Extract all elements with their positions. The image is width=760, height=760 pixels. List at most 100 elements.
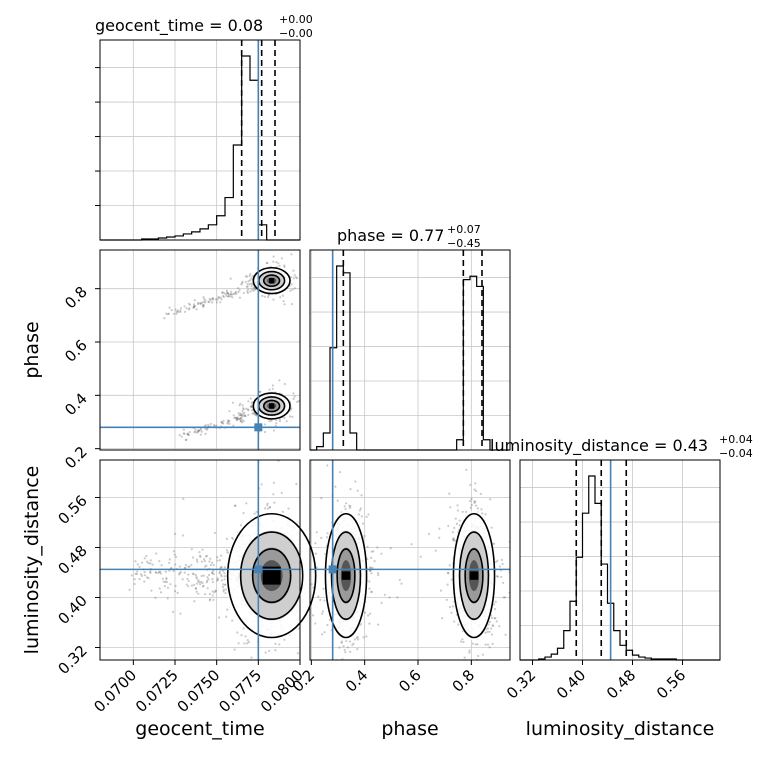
scatter-point xyxy=(489,498,492,501)
contour-geocent_time-luminosity_distance xyxy=(239,531,304,621)
scatter-point xyxy=(445,598,448,601)
scatter-point xyxy=(216,578,219,581)
scatter-point xyxy=(211,301,214,304)
scatter-point xyxy=(241,409,244,413)
scatter-point xyxy=(246,275,249,278)
scatter-point xyxy=(243,415,247,418)
scatter-point xyxy=(441,617,444,620)
ylabel-luminosity-distance: luminosity_distance xyxy=(21,466,43,655)
scatter-point xyxy=(220,575,223,578)
scatter-point xyxy=(223,575,226,578)
scatter-point xyxy=(296,400,299,403)
scatter-point xyxy=(312,586,315,589)
scatter-point xyxy=(237,291,240,294)
scatter-point xyxy=(133,582,136,586)
scatter-point xyxy=(278,264,281,267)
scatter-point xyxy=(226,422,229,425)
scatter-point xyxy=(400,582,403,585)
scatter-point xyxy=(197,579,200,582)
scatter-point xyxy=(503,596,506,599)
scatter-point xyxy=(186,577,189,580)
scatter-point xyxy=(368,622,371,625)
scatter-point xyxy=(221,290,224,294)
scatter-point xyxy=(187,433,190,436)
scatter-point xyxy=(461,638,464,641)
scatter-point xyxy=(211,297,214,300)
scatter-point xyxy=(178,434,181,437)
scatter-point xyxy=(278,419,282,423)
scatter-point xyxy=(370,590,374,593)
scatter-point xyxy=(184,564,188,567)
scatter-point xyxy=(419,555,422,558)
xlabel-phase: phase xyxy=(381,718,438,740)
contour-phase-luminosity_distance xyxy=(458,531,490,621)
scatter-point xyxy=(266,261,269,264)
scatter-point xyxy=(290,407,293,410)
scatter-point xyxy=(163,316,166,320)
scatter-point xyxy=(320,497,323,500)
scatter-point xyxy=(203,301,207,304)
scatter-point xyxy=(263,430,267,434)
scatter-point xyxy=(245,285,248,288)
scatter-point xyxy=(250,656,253,659)
scatter-point xyxy=(479,492,482,496)
scatter-point xyxy=(447,572,450,575)
density-phase-luminosity_distance xyxy=(324,510,496,641)
scatter-point xyxy=(465,468,468,471)
scatter-point xyxy=(461,510,464,513)
scatter-point xyxy=(212,572,215,576)
scatter-point xyxy=(166,313,170,316)
scatter-point xyxy=(243,414,246,417)
scatter-point xyxy=(172,569,175,573)
scatter-point xyxy=(265,262,269,265)
scatter-point xyxy=(495,620,498,623)
scatter-point xyxy=(451,530,455,534)
scatter-point xyxy=(231,619,234,622)
scatter-point xyxy=(344,502,348,505)
scatter-point xyxy=(494,617,497,620)
scatter-point xyxy=(224,293,227,296)
contour-geocent_time-phase xyxy=(262,274,281,288)
scatter-point xyxy=(246,282,249,286)
scatter-point xyxy=(216,559,219,562)
scatter-point xyxy=(278,379,281,382)
scatter-point xyxy=(490,627,493,630)
scatter-point xyxy=(455,522,459,525)
scatter-point xyxy=(197,301,200,305)
scatter-point xyxy=(176,591,179,594)
scatter-point xyxy=(216,298,219,301)
scatter-point xyxy=(468,649,471,652)
scatter-point xyxy=(183,305,186,308)
scatter-point xyxy=(237,287,240,290)
scatter-point xyxy=(249,290,252,293)
scatter-point xyxy=(204,427,207,431)
scatter-point xyxy=(208,297,211,301)
scatter-point xyxy=(389,547,392,550)
scatter-point xyxy=(208,560,211,563)
scatter-point xyxy=(343,505,346,508)
scatter-point xyxy=(222,295,225,299)
scatter-point xyxy=(220,573,223,577)
scatter-point xyxy=(502,581,505,584)
scatter-point xyxy=(199,433,202,436)
scatter-point xyxy=(291,415,294,418)
scatter-point xyxy=(348,504,351,507)
scatter-point xyxy=(496,575,499,578)
scatter-point xyxy=(272,429,276,432)
scatter-point xyxy=(158,570,161,573)
scatter-point xyxy=(164,570,167,573)
scatter-point xyxy=(182,428,185,431)
scatter-point xyxy=(162,580,165,583)
scatter-point xyxy=(452,537,455,540)
scatter-point xyxy=(498,625,501,628)
scatter-point xyxy=(224,592,227,595)
scatter-point xyxy=(371,566,374,570)
scatter-point xyxy=(198,302,202,305)
scatter-point xyxy=(292,397,295,401)
scatter-point xyxy=(476,643,479,646)
scatter-point xyxy=(241,404,244,407)
scatter-point xyxy=(446,583,449,586)
scatter-point xyxy=(238,417,242,421)
contour-geocent_time-luminosity_distance xyxy=(251,548,292,604)
scatter-point xyxy=(246,639,249,642)
